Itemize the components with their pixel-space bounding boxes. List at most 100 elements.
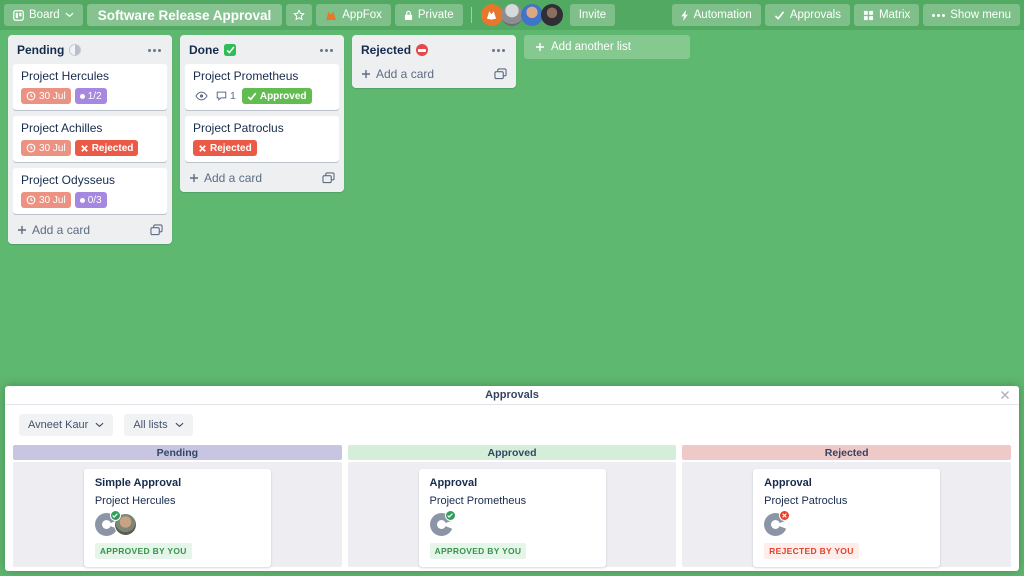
- rejected-badge-text: Rejected: [91, 142, 134, 154]
- chevron-down-icon: [65, 12, 74, 18]
- rejected-badge: Rejected: [193, 140, 257, 156]
- automation-button[interactable]: Automation: [671, 4, 761, 26]
- approvals-panel-title: Approvals: [485, 389, 539, 401]
- card-title: Project Patroclus: [193, 121, 284, 135]
- list-menu-icon[interactable]: [146, 48, 163, 53]
- card-project-prometheus[interactable]: Project Prometheus 1 Approved: [185, 64, 339, 110]
- list-filter-value: All lists: [133, 419, 168, 431]
- x-icon: [80, 144, 89, 153]
- first-quarter-moon-emoji: [69, 44, 82, 56]
- card-project-achilles[interactable]: Project Achilles 30 Jul Rejected: [13, 116, 167, 162]
- appfox-button[interactable]: AppFox: [316, 4, 391, 26]
- board-lists: Pending Project Hercules 30 Jul 1/2: [8, 35, 690, 244]
- card-template-icon[interactable]: [322, 172, 335, 184]
- x-icon: [198, 144, 207, 153]
- lock-icon: [404, 10, 413, 21]
- list-menu-icon[interactable]: [490, 48, 507, 53]
- no-entry-emoji: [416, 44, 429, 56]
- add-card-button[interactable]: Add a card: [357, 64, 511, 83]
- user-filter-value: Avneet Kaur: [28, 419, 89, 431]
- add-card-button[interactable]: Add a card: [13, 220, 167, 239]
- approver-avatars: [764, 510, 929, 536]
- approval-card-hercules[interactable]: Simple Approval Project Hercules APPROVE…: [83, 469, 271, 567]
- approval-card-patroclus[interactable]: Approval Project Patroclus REJECTED BY Y…: [753, 469, 941, 567]
- watching-badge: [193, 88, 210, 104]
- list-pending-name: Pending: [17, 43, 65, 57]
- rejected-x-badge-icon: [779, 510, 791, 521]
- approver-avatar: [429, 510, 456, 536]
- visibility-label: Private: [417, 9, 454, 21]
- approver-avatar: [764, 510, 791, 536]
- avatar-appfox[interactable]: [480, 4, 503, 26]
- avatar-member-1[interactable]: [500, 4, 523, 26]
- user-filter-dropdown[interactable]: Avneet Kaur: [19, 414, 114, 436]
- card-template-icon[interactable]: [150, 224, 163, 236]
- list-done-name: Done: [189, 43, 219, 57]
- board-header: Board Software Release Approval AppFox P…: [0, 0, 1024, 30]
- add-card-button[interactable]: Add a card: [185, 168, 339, 187]
- list-menu-icon[interactable]: [318, 48, 335, 53]
- board-title[interactable]: Software Release Approval: [86, 4, 283, 26]
- due-date-badge: 30 Jul: [21, 88, 71, 104]
- add-another-list-button[interactable]: Add another list: [524, 35, 690, 59]
- visibility-button[interactable]: Private: [394, 4, 463, 26]
- card-badges: 30 Jul Rejected: [21, 140, 159, 156]
- approval-card-prometheus[interactable]: Approval Project Prometheus APPROVED BY …: [418, 469, 606, 567]
- due-date-badge: 30 Jul: [21, 140, 71, 156]
- avatar-member-2[interactable]: [520, 4, 543, 26]
- comments-badge: 1: [214, 88, 238, 104]
- approved-badge: Approved: [241, 88, 312, 104]
- board-canvas: Pending Project Hercules 30 Jul 1/2: [0, 30, 1024, 576]
- approvals-filters: Avneet Kaur All lists: [5, 405, 1019, 443]
- approved-check-badge-icon: [444, 510, 456, 521]
- board-view-button[interactable]: Board: [4, 4, 83, 26]
- approvals-panel: Approvals Avneet Kaur All lists Pending …: [5, 386, 1019, 571]
- close-icon[interactable]: [1000, 390, 1010, 400]
- card-title: Project Achilles: [21, 121, 103, 135]
- invite-button[interactable]: Invite: [569, 4, 616, 26]
- approver-avatars: [94, 510, 260, 536]
- approval-card-project: Project Patroclus: [764, 495, 848, 507]
- plus-icon: [17, 225, 27, 235]
- star-button[interactable]: [286, 4, 313, 26]
- avatar-member-3[interactable]: [540, 4, 563, 26]
- approver-avatar: [94, 510, 121, 536]
- plus-icon: [189, 173, 199, 183]
- approvals-column-rejected: Rejected Approval Project Patroclus REJE…: [682, 445, 1012, 567]
- approvals-button[interactable]: Approvals: [764, 4, 850, 26]
- card-project-patroclus[interactable]: Project Patroclus Rejected: [185, 116, 339, 162]
- card-badges: 30 Jul 0/3: [21, 192, 159, 208]
- card-project-odysseus[interactable]: Project Odysseus 30 Jul 0/3: [13, 168, 167, 214]
- approved-column-header: Approved: [347, 445, 677, 460]
- add-card-label: Add a card: [32, 223, 91, 237]
- grid-icon: [863, 10, 874, 21]
- star-icon: [293, 9, 306, 21]
- ellipsis-icon: [932, 13, 946, 17]
- add-another-list-label: Add another list: [551, 41, 631, 53]
- approved-check-badge-icon: [109, 510, 121, 521]
- board-view-label: Board: [29, 9, 60, 21]
- card-badges: 30 Jul 1/2: [21, 88, 159, 104]
- card-template-icon[interactable]: [494, 68, 507, 80]
- card-title: Project Prometheus: [193, 69, 299, 83]
- automation-label: Automation: [693, 9, 752, 21]
- list-filter-dropdown[interactable]: All lists: [124, 414, 193, 436]
- approvals-column-pending: Pending Simple Approval Project Hercules…: [13, 445, 342, 567]
- rejected-badge-text: Rejected: [210, 142, 252, 154]
- rejected-column-header: Rejected: [682, 445, 1012, 460]
- approvals-panel-titlebar: Approvals: [5, 386, 1019, 405]
- dot-icon: [79, 197, 85, 203]
- dot-icon: [79, 93, 85, 99]
- matrix-button[interactable]: Matrix: [853, 4, 920, 26]
- card-title: Project Odysseus: [21, 173, 116, 187]
- checklist-badge: 0/3: [74, 192, 107, 208]
- approval-card-project: Project Prometheus: [429, 495, 527, 507]
- rejected-column-body: Approval Project Patroclus REJECTED BY Y…: [682, 462, 1012, 567]
- show-menu-button[interactable]: Show menu: [923, 4, 1020, 26]
- list-pending-header: Pending: [13, 40, 167, 64]
- chevron-down-icon: [95, 422, 104, 428]
- checklist-count: 0/3: [87, 194, 102, 206]
- clock-icon: [26, 91, 36, 101]
- approvals-columns: Pending Simple Approval Project Hercules…: [5, 443, 1019, 571]
- card-project-hercules[interactable]: Project Hercules 30 Jul 1/2: [13, 64, 167, 110]
